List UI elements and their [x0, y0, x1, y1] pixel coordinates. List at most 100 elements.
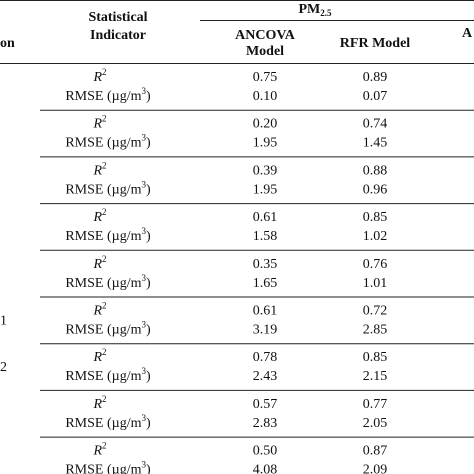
- indicator-sup: 3: [141, 320, 146, 330]
- indicator-sup: 3: [141, 226, 146, 236]
- indicator-sup: 3: [141, 413, 146, 423]
- indicator-text: ): [146, 89, 151, 104]
- cell-value: 2.05: [363, 416, 388, 431]
- indicator: R2: [92, 301, 106, 319]
- indicator: R2: [92, 160, 106, 178]
- cell-value: 1.65: [253, 276, 278, 291]
- indicator-sup: 3: [141, 460, 146, 470]
- cell-value: 0.61: [253, 210, 278, 225]
- header-cell: A: [462, 26, 473, 41]
- cell-value: 2.09: [363, 463, 388, 474]
- cell-value: 4.08: [253, 463, 278, 474]
- cell-value: 0.10: [253, 89, 278, 104]
- indicator-sup: 2: [102, 441, 107, 451]
- cell-value: 3.19: [253, 323, 278, 338]
- cell-value: 1.02: [363, 229, 388, 244]
- cell-value: 0.88: [363, 163, 388, 178]
- cell-value: 2.85: [363, 323, 388, 338]
- indicator-text: RMSE (µg/m: [65, 323, 141, 338]
- row-label: 2: [0, 360, 7, 375]
- indicator-text: ): [146, 369, 151, 384]
- indicator-text: RMSE (µg/m: [65, 182, 141, 197]
- indicator-sup: 2: [102, 347, 107, 357]
- indicator-text: ): [146, 182, 151, 197]
- row-label: 1: [0, 314, 7, 329]
- indicator-sup: 3: [141, 179, 146, 189]
- indicator-text: RMSE (µg/m: [65, 89, 141, 104]
- cell-value: 0.75: [253, 70, 278, 85]
- header-text: PM: [298, 2, 320, 17]
- header-cell: on: [0, 36, 15, 51]
- indicator-text: R: [92, 210, 102, 225]
- indicator: RMSE (µg/m3): [65, 460, 151, 474]
- cell-value: 0.74: [363, 117, 388, 132]
- cell-value: 1.45: [363, 136, 388, 151]
- indicator: RMSE (µg/m3): [65, 320, 151, 338]
- indicator-text: ): [146, 229, 151, 244]
- indicator-text: ): [146, 416, 151, 431]
- indicator-text: R: [92, 397, 102, 412]
- cell-value: 0.96: [363, 182, 388, 197]
- indicator-sup: 3: [141, 86, 146, 96]
- header-cell: PM2.5: [298, 2, 332, 18]
- indicator-sup: 3: [141, 133, 146, 143]
- cell-value: 0.77: [363, 397, 388, 412]
- header-cell: ANCOVA: [235, 28, 296, 43]
- cell-value: 0.87: [363, 444, 388, 459]
- indicator-text: RMSE (µg/m: [65, 136, 141, 151]
- indicator-text: RMSE (µg/m: [65, 463, 141, 474]
- indicator-text: R: [92, 304, 102, 319]
- cell-value: 0.35: [253, 257, 278, 272]
- indicator: RMSE (µg/m3): [65, 133, 151, 151]
- indicator: R2: [92, 394, 106, 412]
- indicator-sup: 2: [102, 114, 107, 124]
- indicator: RMSE (µg/m3): [65, 226, 151, 244]
- cell-value: 0.61: [253, 304, 278, 319]
- indicator-text: ): [146, 276, 151, 291]
- cell-value: 0.85: [363, 210, 388, 225]
- cell-value: 0.76: [363, 257, 388, 272]
- indicator-sup: 3: [141, 366, 146, 376]
- indicator-sup: 2: [102, 207, 107, 217]
- cell-value: 1.01: [363, 276, 388, 291]
- header-cell: Statistical: [88, 10, 147, 25]
- header-subscript: 2.5: [320, 8, 332, 18]
- indicator-text: RMSE (µg/m: [65, 416, 141, 431]
- indicator-sup: 2: [102, 394, 107, 404]
- indicator: RMSE (µg/m3): [65, 413, 151, 431]
- header-cell: Model: [246, 44, 284, 59]
- indicator: R2: [92, 207, 106, 225]
- cell-value: 0.20: [253, 117, 278, 132]
- indicator-text: ): [146, 323, 151, 338]
- cell-value: 2.43: [253, 369, 278, 384]
- indicator-text: R: [92, 70, 102, 85]
- cell-value: 1.95: [253, 136, 278, 151]
- indicator-sup: 2: [102, 254, 107, 264]
- indicator-text: RMSE (µg/m: [65, 369, 141, 384]
- indicator-text: ): [146, 136, 151, 151]
- cell-value: 0.50: [253, 444, 278, 459]
- indicator-sup: 2: [102, 160, 107, 170]
- cell-value: 2.83: [253, 416, 278, 431]
- cell-value: 0.89: [363, 70, 388, 85]
- indicator-text: R: [92, 117, 102, 132]
- cell-value: 1.95: [253, 182, 278, 197]
- indicator-sup: 2: [102, 67, 107, 77]
- cell-value: 0.78: [253, 350, 278, 365]
- indicator-text: RMSE (µg/m: [65, 229, 141, 244]
- cell-value: 2.15: [363, 369, 388, 384]
- cell-value: 0.07: [363, 89, 388, 104]
- indicator: RMSE (µg/m3): [65, 179, 151, 197]
- indicator: R2: [92, 254, 106, 272]
- indicator-text: R: [92, 257, 102, 272]
- cell-value: 0.39: [253, 163, 278, 178]
- indicator-text: R: [92, 444, 102, 459]
- indicator-text: R: [92, 350, 102, 365]
- indicator: RMSE (µg/m3): [65, 86, 151, 104]
- indicator: R2: [92, 441, 106, 459]
- indicator-sup: 2: [102, 301, 107, 311]
- indicator: R2: [92, 67, 106, 85]
- cell-value: 1.58: [253, 229, 278, 244]
- indicator: R2: [92, 114, 106, 132]
- indicator-text: R: [92, 163, 102, 178]
